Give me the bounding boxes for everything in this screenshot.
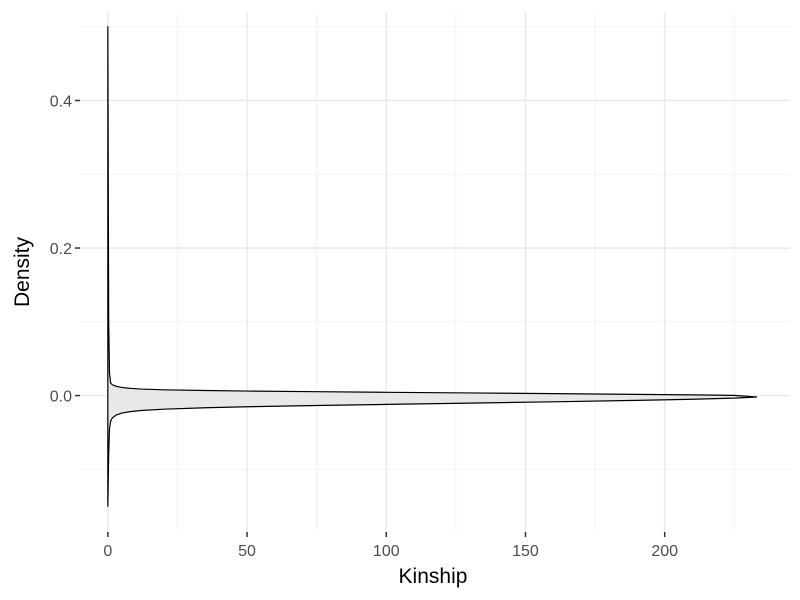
x-tick-label: 200 — [651, 543, 678, 560]
x-axis-title: Kinship — [399, 565, 468, 588]
minor-gridlines — [80, 12, 790, 532]
density-series — [107, 26, 758, 507]
y-tick-label: 0.0 — [50, 389, 72, 406]
x-tick-label: 100 — [373, 543, 400, 560]
x-tick-label: 50 — [238, 543, 256, 560]
density-area — [107, 26, 758, 507]
y-tick-label: 0.4 — [50, 94, 72, 111]
x-tick-label: 0 — [103, 543, 112, 560]
y-axis-ticks: 0.0 0.2 0.4 — [50, 94, 80, 406]
plot-panel — [80, 12, 790, 532]
x-tick-label: 150 — [512, 543, 539, 560]
y-tick-label: 0.2 — [50, 241, 72, 258]
x-axis-ticks: 0 50 100 150 200 — [103, 532, 678, 560]
y-axis-title: Density — [11, 236, 34, 307]
